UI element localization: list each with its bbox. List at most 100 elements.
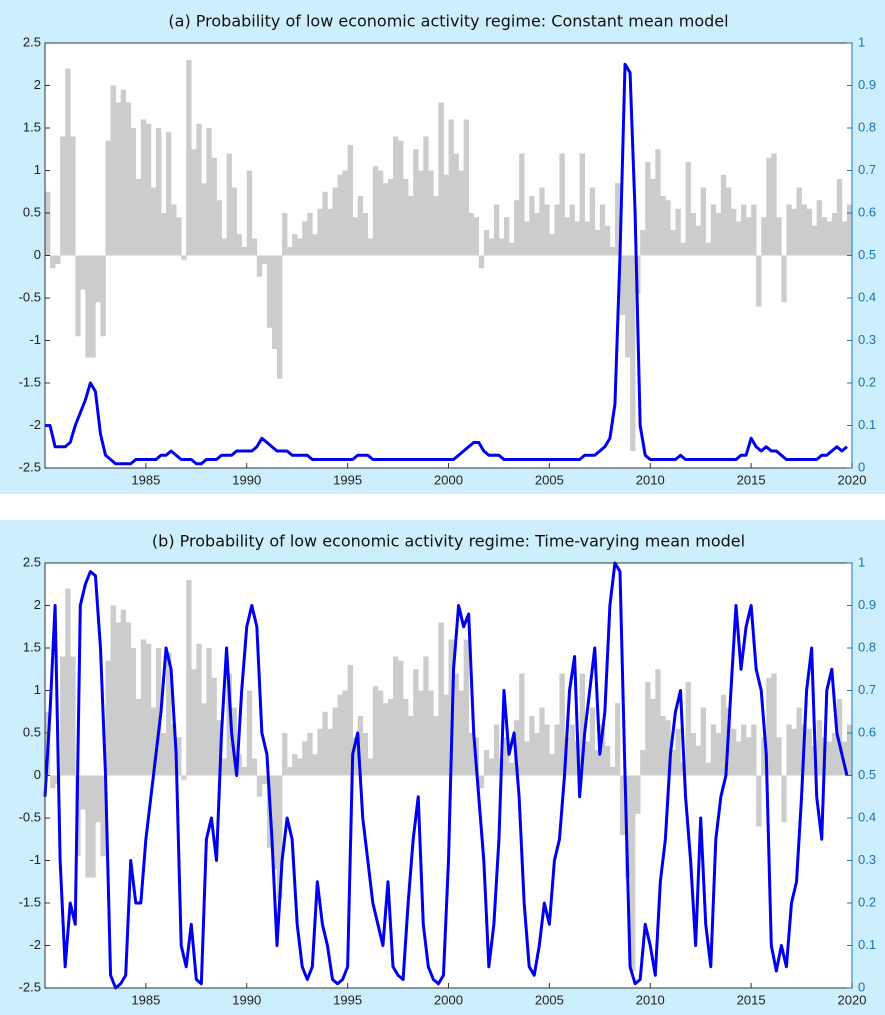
bar [423,136,429,256]
x-tick-label: 1990 [232,992,261,1007]
bar [256,255,263,277]
bar [443,694,449,776]
y-tick-label: 0.5 [23,204,41,219]
y2-tick-label: 0.8 [858,639,876,654]
bar [362,733,369,776]
x-tick-label: 1990 [232,472,261,487]
bar [695,225,701,256]
bar [130,648,137,776]
x-tick-label: 1995 [333,992,362,1007]
bar [80,775,86,810]
bar [120,609,126,776]
bar [418,170,424,256]
bar [831,213,838,256]
bar [584,741,591,776]
bar [372,686,379,776]
bar [191,149,197,256]
bar [751,724,757,776]
bar [166,132,172,256]
bar [282,733,288,776]
y2-tick-label: 0.6 [858,204,876,219]
bar [201,183,207,256]
bar [297,758,303,776]
bar [186,580,192,776]
bar [393,656,399,776]
bar [614,183,621,256]
bar [337,174,343,256]
bar [720,174,727,256]
bar [322,191,328,256]
bar [781,255,787,303]
bar [710,724,717,776]
y2-tick-label: 0.5 [858,767,876,782]
bar [70,136,76,256]
y-tick-label: -2.5 [19,459,41,474]
bar [382,183,389,256]
bar [337,694,343,776]
bar [700,707,707,776]
bar [453,673,459,776]
bar [433,716,439,776]
bar [483,230,490,256]
bar [155,648,162,776]
y2-tick-label: 0.2 [858,374,876,389]
bar [725,187,732,256]
bar [221,758,227,776]
bar [503,217,510,256]
bar [105,660,111,776]
bar [85,255,91,358]
y-tick-label: 1 [34,682,41,697]
bar [271,775,278,869]
bar [619,775,626,835]
bar [342,170,348,256]
bar [357,196,364,256]
y2-tick-label: 0.3 [858,852,876,867]
bar [60,136,66,256]
bar [327,728,333,776]
bar [801,204,807,256]
bar [266,255,273,328]
y2-tick-label: 0 [858,459,865,474]
bar [786,724,792,776]
bar [327,208,333,256]
bar [776,737,782,776]
bar [135,699,142,776]
bar [120,89,126,256]
bar [463,639,469,776]
bar [95,255,101,303]
bar [771,673,777,776]
bar [428,170,434,256]
bar [670,230,676,256]
bar [221,238,227,256]
bar [806,728,812,776]
bar [181,255,187,260]
bar [438,102,444,256]
bar [171,204,177,256]
bar [155,128,162,256]
x-tick-label: 2000 [434,992,463,1007]
bar [191,669,197,776]
bar [811,225,817,256]
bar [90,775,96,878]
y-tick-label: -1 [29,332,41,347]
bar [125,622,132,776]
bar [529,196,535,256]
y-tick-label: -2.5 [19,979,41,994]
bar [448,119,454,256]
bar [498,238,505,256]
bar [488,238,495,256]
bar [357,716,364,776]
bar [367,758,374,776]
bar [110,605,116,776]
y-tick-label: 1.5 [23,639,41,654]
bar [196,123,202,256]
bar [181,775,187,780]
bar [705,242,712,256]
bar [55,255,61,264]
bar [478,775,485,789]
x-tick-label: 2005 [535,992,564,1007]
bar [478,255,485,269]
y-tick-label: 0 [34,247,41,262]
bar [145,643,152,776]
y2-tick-label: 0.4 [858,289,876,304]
